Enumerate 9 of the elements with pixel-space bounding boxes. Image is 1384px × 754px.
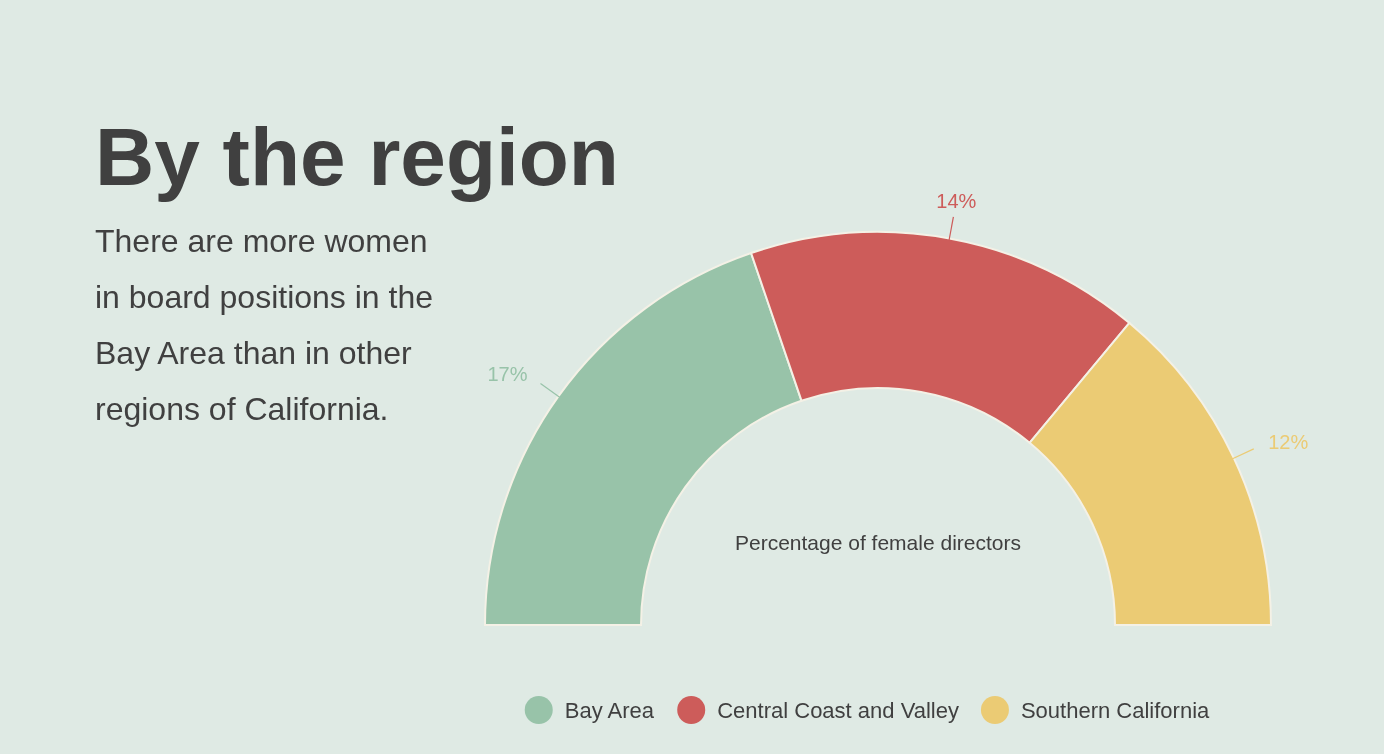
chart-title: By the region bbox=[95, 111, 619, 202]
data-label: 17% bbox=[487, 363, 528, 386]
text: There are more women in board positions in the Bay Area than in other regions of California. bbox=[95, 223, 433, 427]
text: Percentage of female directors bbox=[735, 531, 1021, 554]
data-label: 12% bbox=[1268, 431, 1309, 454]
data-label: 14% bbox=[936, 190, 977, 213]
legend-label: Central Coast and Valley bbox=[717, 697, 959, 723]
legend-label: Southern California bbox=[1020, 697, 1211, 723]
legend-label: Bay Area bbox=[564, 697, 655, 723]
